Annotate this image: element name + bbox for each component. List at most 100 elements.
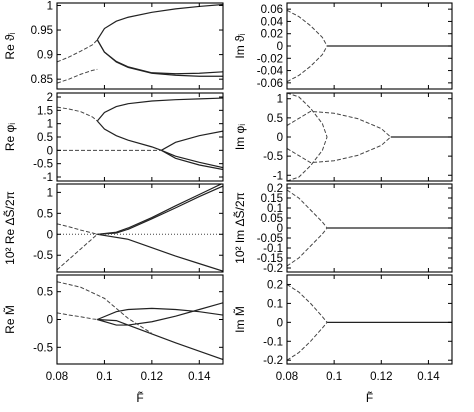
panel-2-ytick-label-5: -0.5 bbox=[33, 159, 53, 171]
panel-6-series-4 bbox=[57, 281, 153, 334]
panel-5-ytick-label-0: 0.2 bbox=[267, 183, 283, 195]
panel-7-xtick-label-3: 0.14 bbox=[417, 371, 440, 383]
panel-2-ytick-label-0: 2 bbox=[47, 92, 53, 104]
panel-4-ytick-label-2: 0 bbox=[47, 229, 53, 241]
panel-2-ylabel: Re φᵢ bbox=[3, 123, 17, 151]
panel-1-ytick-label-6: -0.06 bbox=[257, 78, 283, 90]
panel-1-ylabel: Im ϑᵢ bbox=[233, 33, 247, 58]
panel-0-series-2 bbox=[96, 39, 223, 77]
panel-7: 0.2 0.1 0 -0.1 -0.2 0.08 0.1 0.12 0.14 Im M̃ F̃ bbox=[232, 274, 453, 405]
panel-0-ytick-label-2: 0.9 bbox=[37, 50, 53, 62]
panel-6-series-3 bbox=[57, 312, 98, 320]
panel-5-series-1 bbox=[287, 189, 328, 229]
panel-6-xtick-label-1: 0.1 bbox=[96, 371, 112, 383]
panel-7-ytick-label-4: -0.2 bbox=[263, 355, 283, 367]
panel-5-ytick-label-2: 0.1 bbox=[267, 203, 283, 215]
panel-1-ytick-label-3: 0 bbox=[277, 41, 283, 53]
panel-1: 0.060.040.020-0.02-0.04-0.06 Im ϑᵢ bbox=[233, 2, 453, 90]
panel-2-series-4 bbox=[57, 106, 98, 122]
panel-0-ytick-label-1: 0.95 bbox=[31, 25, 53, 37]
panel-7-ylabel: Im M̃ bbox=[232, 306, 247, 333]
panel-3-series-1 bbox=[287, 93, 328, 138]
panel-2-ytick-label-6: -1 bbox=[43, 172, 53, 184]
panel-0-series-3 bbox=[57, 39, 98, 63]
panel-7-xlabel: F̃ bbox=[366, 390, 373, 405]
panel-5-ytick-label-1: 0.15 bbox=[261, 193, 283, 205]
panel-0-series-0 bbox=[96, 3, 223, 41]
panel-2: 21.5 10.50 -0.5-1 Re φᵢ bbox=[3, 92, 224, 184]
panel-1-ytick-label-2: 0.02 bbox=[261, 29, 283, 41]
panel-6-ylabel: Re M̃ bbox=[2, 305, 17, 334]
panel-0: 1 0.95 0.9 0.85 Re ϑᵢ bbox=[3, 0, 224, 90]
panel-7-xtick-label-0: 0.08 bbox=[276, 371, 298, 383]
panel-3-ylabel: Im φᵢ bbox=[233, 124, 247, 150]
panel-2-ytick-label-4: 0 bbox=[47, 145, 53, 157]
panel-3-ytick-label-1: 0.5 bbox=[267, 113, 283, 125]
panel-6-xlabel: F̃ bbox=[136, 390, 143, 405]
panel-1-ytick-label-4: -0.02 bbox=[257, 53, 283, 65]
panel-6-xtick-label-3: 0.14 bbox=[188, 371, 211, 383]
panel-7-series-1 bbox=[287, 284, 328, 323]
panel-6-series-2 bbox=[97, 318, 223, 361]
panel-2-series-1 bbox=[96, 120, 223, 169]
panel-3-ytick-label-4: -1 bbox=[273, 170, 283, 182]
panel-4-ylabel: 10² Re ΔS̃/2π bbox=[2, 191, 17, 265]
panel-7-ytick-label-2: 0 bbox=[277, 317, 283, 329]
panel-3-ytick-label-0: 1 bbox=[277, 94, 283, 106]
panel-7-ytick-label-3: -0.1 bbox=[263, 336, 283, 348]
panel-1-series-1 bbox=[287, 9, 328, 47]
panel-6-series-1 bbox=[97, 302, 223, 326]
panel-4-series-3 bbox=[57, 223, 98, 235]
panel-5: 0.20.150.10.050-0.05-0.1-0.15-0.2 10² Im … bbox=[232, 183, 453, 275]
panel-6-xtick-label-2: 0.12 bbox=[141, 371, 163, 383]
panel-4-ytick-label-1: 0.5 bbox=[37, 208, 53, 220]
panel-7-ytick-label-0: 0.2 bbox=[267, 279, 283, 291]
panel-7-ytick-label-1: 0.1 bbox=[267, 298, 283, 310]
panel-2-series-2 bbox=[161, 130, 223, 151]
panel-2-series-0 bbox=[96, 97, 223, 122]
panel-2-series-3 bbox=[161, 149, 223, 171]
panel-0-ytick-label-0: 1 bbox=[47, 0, 53, 12]
panel-0-series-1 bbox=[96, 39, 223, 75]
panel-4-series-0 bbox=[97, 184, 223, 235]
panel-6: 0.5 0 -0.5 0.08 0.1 0.12 0.14 Re M̃ F̃ bbox=[2, 274, 224, 405]
panel-5-ytick-label-4: 0 bbox=[277, 223, 283, 235]
panel-1-ytick-label-5: -0.04 bbox=[257, 66, 284, 78]
panel-1-ytick-label-0: 0.06 bbox=[261, 4, 283, 16]
panel-0-series-4 bbox=[57, 68, 98, 84]
panel-6-ytick-label-0: 0.5 bbox=[37, 287, 53, 299]
panel-4-ytick-label-0: 1 bbox=[47, 187, 53, 199]
panel-4-series-1 bbox=[97, 185, 223, 235]
panel-5-series-2 bbox=[287, 227, 328, 267]
panel-5-ytick-label-6: -0.1 bbox=[263, 243, 283, 255]
panel-2-frame bbox=[56, 92, 224, 182]
panel-7-xtick-label-2: 0.12 bbox=[370, 371, 392, 383]
panel-1-series-2 bbox=[287, 45, 328, 83]
panel-4: 1 0.5 0 -0.5 10² Re ΔS̃/2π bbox=[2, 183, 224, 273]
panel-3-series-2 bbox=[287, 136, 328, 181]
panel-3-ytick-label-3: -0.5 bbox=[263, 151, 283, 163]
panel-6-ytick-label-2: -0.5 bbox=[33, 342, 53, 354]
panel-0-ytick-label-3: 0.85 bbox=[31, 74, 53, 86]
panel-5-ylabel: 10² Im ΔS̃/2π bbox=[232, 192, 247, 264]
panel-2-ytick-label-3: 0.5 bbox=[37, 132, 53, 144]
panel-2-ytick-label-1: 1.5 bbox=[37, 105, 53, 117]
panel-4-series-4 bbox=[57, 233, 98, 271]
panel-6-series-0 bbox=[97, 307, 223, 321]
panel-7-xtick-label-1: 0.1 bbox=[326, 371, 342, 383]
panel-5-ytick-label-3: 0.05 bbox=[261, 213, 283, 225]
panel-4-frame bbox=[56, 183, 224, 273]
panel-7-series-2 bbox=[287, 322, 328, 361]
panel-1-ytick-label-1: 0.04 bbox=[261, 16, 284, 28]
panel-7-frame bbox=[286, 274, 453, 365]
panel-5-ytick-label-8: -0.2 bbox=[263, 263, 283, 275]
panel-4-ytick-label-3: -0.5 bbox=[33, 250, 53, 262]
panel-5-ytick-label-5: -0.05 bbox=[257, 233, 283, 245]
panel-4-series-2 bbox=[97, 233, 223, 272]
panel-6-ytick-label-1: 0 bbox=[47, 315, 53, 327]
panel-3-series-3 bbox=[287, 110, 392, 138]
panel-2-ytick-label-2: 1 bbox=[47, 119, 53, 131]
panel-3-ytick-label-2: 0 bbox=[277, 132, 283, 144]
panel-3-series-4 bbox=[287, 136, 392, 164]
